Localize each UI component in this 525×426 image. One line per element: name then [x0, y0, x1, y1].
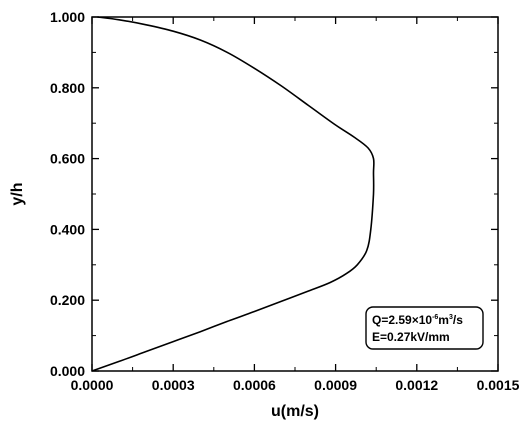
annotation-flow-unit: m: [438, 313, 449, 327]
y-tick-label: 0.400: [50, 221, 85, 237]
y-tick-label: 0.000: [50, 363, 85, 379]
y-axis-ticks: 0.000 0.200 0.400 0.600 0.800 1.000: [50, 9, 498, 379]
x-tick-label: 0.0015: [477, 377, 520, 393]
x-tick-label: 0.0000: [71, 377, 114, 393]
annotation-flow-prefix: Q=2.59×10: [372, 313, 432, 327]
x-axis-ticks: 0.0000 0.0003 0.0006 0.0009 0.0012 0.0015: [71, 17, 520, 393]
annotation-frame: [365, 306, 484, 350]
annotation-flow-unit-exponent: 3: [449, 314, 453, 321]
y-tick-label: 0.200: [50, 292, 85, 308]
x-tick-label: 0.0006: [233, 377, 276, 393]
x-tick-label: 0.0003: [152, 377, 195, 393]
annotation-flow-rate: Q=2.59×10-6m3/s: [372, 313, 463, 327]
annotation-box: Q=2.59×10-6m3/s E=0.27kV/mm: [365, 306, 484, 350]
annotation-field-strength: E=0.27kV/mm: [372, 330, 450, 344]
y-tick-label: 0.600: [50, 151, 85, 167]
y-tick-label: 0.800: [50, 80, 85, 96]
annotation-flow-exponent: -6: [432, 314, 438, 321]
annotation-flow-suffix: /s: [453, 313, 463, 327]
y-tick-label: 1.000: [50, 9, 85, 25]
series-line-velocity: [91, 16, 375, 372]
x-axis-title: u(m/s): [271, 403, 319, 420]
x-tick-label: 0.0009: [314, 377, 357, 393]
x-tick-label: 0.0012: [395, 377, 438, 393]
y-axis-title: y/h: [9, 182, 26, 205]
